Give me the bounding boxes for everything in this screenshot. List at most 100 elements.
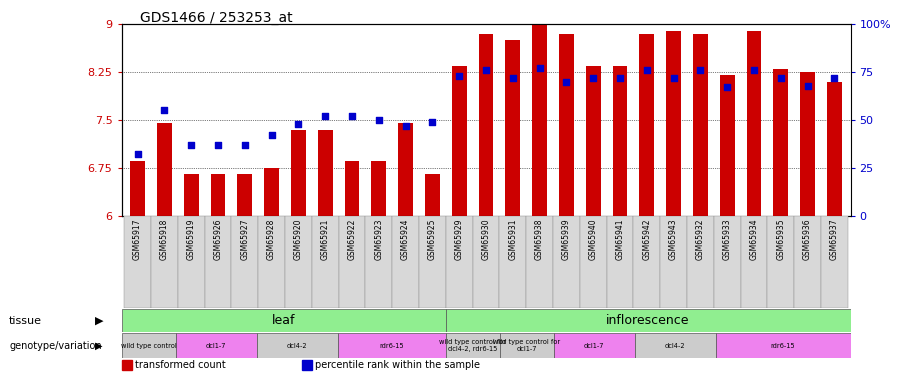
Bar <box>130 162 145 216</box>
Text: GSM65939: GSM65939 <box>562 218 571 260</box>
Text: dcl4-2: dcl4-2 <box>287 343 307 349</box>
Bar <box>419 216 446 308</box>
Bar <box>661 216 687 308</box>
Text: wild type control for
dcl1-7: wild type control for dcl1-7 <box>493 339 560 352</box>
Bar <box>211 174 225 216</box>
Bar <box>479 34 493 216</box>
Bar <box>768 216 794 308</box>
Text: GSM65925: GSM65925 <box>428 218 436 260</box>
Bar <box>446 309 850 332</box>
Bar <box>634 216 661 308</box>
Point <box>533 65 547 71</box>
Point <box>292 121 306 127</box>
Text: GSM65935: GSM65935 <box>777 218 786 260</box>
Point <box>265 132 279 138</box>
Point <box>425 119 439 125</box>
Bar <box>559 34 574 216</box>
Bar <box>827 82 842 216</box>
Bar <box>365 216 392 308</box>
Point <box>800 82 814 88</box>
Point <box>184 142 198 148</box>
Text: GSM65922: GSM65922 <box>347 218 356 260</box>
Bar <box>693 34 707 216</box>
Bar <box>392 216 419 308</box>
Text: genotype/variation: genotype/variation <box>9 340 102 351</box>
Text: GSM65936: GSM65936 <box>803 218 812 260</box>
Point <box>666 75 680 81</box>
Text: GSM65929: GSM65929 <box>454 218 464 260</box>
Bar <box>607 216 634 308</box>
Text: GSM65941: GSM65941 <box>616 218 625 260</box>
Text: GSM65930: GSM65930 <box>482 218 490 260</box>
Bar <box>580 216 607 308</box>
Bar <box>586 66 600 216</box>
Bar <box>231 216 258 308</box>
Text: rdr6-15: rdr6-15 <box>770 343 796 349</box>
Bar <box>256 333 338 358</box>
Text: GSM65920: GSM65920 <box>294 218 303 260</box>
Text: GSM65919: GSM65919 <box>186 218 195 260</box>
Text: GSM65934: GSM65934 <box>750 218 759 260</box>
Text: dcl1-7: dcl1-7 <box>206 343 226 349</box>
Text: GSM65933: GSM65933 <box>723 218 732 260</box>
Bar <box>204 216 231 308</box>
Text: dcl4-2: dcl4-2 <box>665 343 685 349</box>
Bar <box>124 216 151 308</box>
Bar <box>338 333 446 358</box>
Text: GSM65923: GSM65923 <box>374 218 383 260</box>
Bar <box>821 216 848 308</box>
Point <box>693 67 707 73</box>
Bar <box>506 40 520 216</box>
Bar <box>532 24 547 216</box>
Bar <box>122 309 446 332</box>
Point <box>827 75 842 81</box>
Text: leaf: leaf <box>272 314 295 327</box>
Bar <box>425 174 440 216</box>
Bar <box>178 216 204 308</box>
Bar <box>500 216 526 308</box>
Bar <box>666 31 681 216</box>
Point <box>372 117 386 123</box>
Bar <box>613 66 627 216</box>
Bar <box>794 216 821 308</box>
Text: GSM65921: GSM65921 <box>320 218 329 260</box>
Bar <box>553 216 580 308</box>
Point <box>345 113 359 119</box>
Bar <box>176 333 256 358</box>
Bar <box>122 333 176 358</box>
Text: GSM65926: GSM65926 <box>213 218 222 260</box>
Bar <box>285 216 311 308</box>
Bar <box>720 75 734 216</box>
Text: ▶: ▶ <box>94 316 103 326</box>
Text: percentile rank within the sample: percentile rank within the sample <box>315 360 480 370</box>
Bar <box>446 333 500 358</box>
Text: GSM65932: GSM65932 <box>696 218 705 260</box>
Bar <box>639 34 654 216</box>
Point <box>559 79 573 85</box>
Bar <box>714 216 741 308</box>
Text: GSM65937: GSM65937 <box>830 218 839 260</box>
Text: GSM65931: GSM65931 <box>508 218 518 260</box>
Text: GSM65927: GSM65927 <box>240 218 249 260</box>
Point <box>130 152 145 157</box>
Text: wild type control: wild type control <box>121 343 176 349</box>
Bar <box>345 162 359 216</box>
Text: dcl1-7: dcl1-7 <box>584 343 604 349</box>
Point <box>506 75 520 81</box>
Text: GSM65917: GSM65917 <box>133 218 142 260</box>
Bar <box>773 69 788 216</box>
Bar <box>554 333 634 358</box>
Text: wild type control for
dcl4-2, rdr6-15: wild type control for dcl4-2, rdr6-15 <box>439 339 506 352</box>
Bar <box>157 123 172 216</box>
Text: GSM65928: GSM65928 <box>267 218 276 260</box>
Point <box>479 67 493 73</box>
Text: GSM65940: GSM65940 <box>589 218 598 260</box>
Point <box>452 73 466 79</box>
Text: GSM65924: GSM65924 <box>401 218 410 260</box>
Point <box>318 113 332 119</box>
Bar <box>291 130 306 216</box>
Bar <box>716 333 850 358</box>
Bar <box>747 31 761 216</box>
Text: GDS1466 / 253253_at: GDS1466 / 253253_at <box>140 11 292 25</box>
Bar <box>634 333 716 358</box>
